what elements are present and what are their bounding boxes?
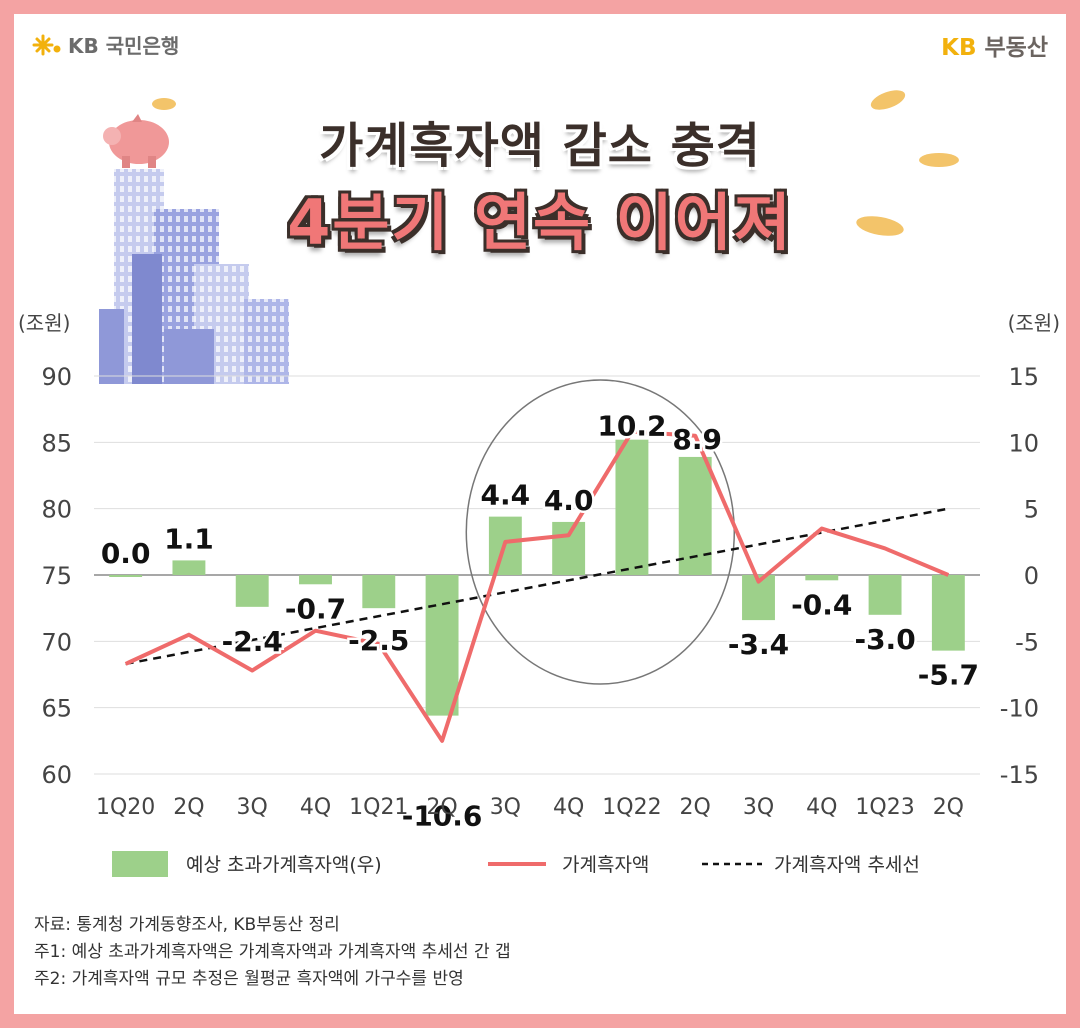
kb-bank-logo: KB 국민은행	[32, 30, 179, 59]
bar-data-label: -3.4	[728, 628, 789, 661]
coin-icon	[152, 98, 176, 110]
coins-illustration	[856, 90, 959, 236]
note-1: 주1: 예상 초과가계흑자액은 가계흑자액과 가계흑자액 추세선 간 갭	[34, 942, 511, 962]
x-tick-label: 4Q	[300, 795, 331, 820]
bar-data-label: -2.4	[222, 625, 283, 658]
bar	[931, 575, 965, 651]
bar	[299, 575, 332, 585]
bar-data-label: -5.7	[918, 659, 979, 692]
bar-data-label: 4.0	[544, 484, 594, 517]
right-axis-unit: (조원)	[1008, 311, 1060, 335]
x-tick-label: 3Q	[490, 795, 521, 820]
infographic-card: KB 국민은행 KB 부동산	[14, 14, 1066, 1014]
bar	[868, 575, 902, 615]
bar	[109, 575, 143, 577]
x-tick-label: 3Q	[237, 795, 268, 820]
x-tick-label: 1Q22	[602, 795, 661, 820]
x-tick-label: 2Q	[933, 795, 964, 820]
left-tick-label: 65	[41, 695, 72, 723]
realty-brand-kb: KB	[941, 35, 977, 61]
x-tick-label: 1Q20	[96, 795, 155, 820]
kb-star-icon	[32, 34, 61, 55]
legend-trend-label: 가계흑자액 추세선	[774, 854, 920, 876]
bar-data-label: 1.1	[164, 522, 214, 555]
building-icons	[99, 169, 289, 384]
bar-data-label: 8.9	[672, 423, 722, 456]
legend-bar-label: 예상 초과가계흑자액(우)	[186, 854, 382, 876]
right-tick-label: -10	[1000, 695, 1039, 723]
x-tick-label: 4Q	[806, 795, 837, 820]
left-tick-label: 75	[41, 562, 72, 590]
piggy-bank-icon	[103, 114, 169, 168]
bar-data-label: -10.6	[402, 800, 483, 833]
bar-data-label: 0.0	[101, 537, 151, 570]
left-tick-label: 70	[41, 628, 72, 656]
x-tick-label: 2Q	[680, 795, 711, 820]
x-tick-label: 3Q	[743, 795, 774, 820]
bar	[362, 575, 396, 609]
right-tick-label: 5	[1024, 496, 1039, 524]
left-tick-label: 85	[41, 429, 72, 457]
bar	[172, 560, 206, 575]
x-tick-label: 2Q	[426, 795, 457, 820]
x-tick-label: 1Q23	[855, 795, 914, 820]
bar-data-label: -2.5	[348, 624, 409, 657]
coin-icon	[919, 153, 959, 167]
buildings-illustration	[99, 98, 289, 384]
x-tick-label: 2Q	[173, 795, 204, 820]
note-source: 자료: 통계청 가계동향조사, KB부동산 정리	[34, 915, 340, 935]
surplus-line	[124, 429, 950, 743]
bar	[805, 575, 839, 581]
x-tick-label: 1Q21	[349, 795, 408, 820]
legend-line-label: 가계흑자액	[562, 854, 649, 876]
left-tick-label: 60	[41, 761, 72, 789]
note-2: 주2: 가계흑자액 규모 추정은 월평균 흑자액에 가구수를 반영	[34, 969, 464, 989]
bar	[552, 521, 586, 575]
kb-realty-logo: KB 부동산	[941, 28, 1048, 62]
footnotes: 자료: 통계청 가계동향조사, KB부동산 정리 주1: 예상 초과가계흑자액은…	[34, 912, 511, 993]
left-tick-label: 80	[41, 496, 72, 524]
right-tick-label: 0	[1024, 562, 1039, 590]
coin-icon	[856, 216, 904, 236]
title-line-1: 가계흑자액 감소 충격	[319, 118, 761, 174]
bar-data-label: -0.7	[285, 592, 346, 625]
right-tick-label: 10	[1008, 429, 1039, 457]
right-tick-label: 15	[1008, 363, 1039, 391]
right-tick-label: -15	[1000, 761, 1039, 789]
bar-data-label: 10.2	[597, 410, 666, 443]
right-tick-label: -5	[1015, 628, 1039, 656]
chart-area: 90 85 80 75 70 65 60 15 10 5 0 -5 -10 -15 (조원) (조원) 0.0 1…	[18, 311, 1060, 877]
x-tick-label: 4Q	[553, 795, 584, 820]
title-line-2: 4분기 연속 이어져	[287, 186, 793, 259]
left-tick-label: 90	[41, 363, 72, 391]
coin-icon	[870, 90, 906, 110]
bar	[425, 575, 459, 716]
highlight-ellipse	[465, 379, 736, 685]
left-axis-unit: (조원)	[18, 311, 70, 335]
realty-brand-text: 부동산	[984, 35, 1048, 61]
bar-data-label: -0.4	[791, 588, 852, 621]
bar-data-label: 4.4	[481, 479, 531, 512]
bank-brand-text: KB 국민은행	[68, 34, 180, 58]
bar	[615, 439, 649, 575]
bar	[235, 575, 269, 607]
bar-data-label: -3.0	[854, 623, 915, 656]
legend-bar-swatch	[112, 851, 168, 877]
